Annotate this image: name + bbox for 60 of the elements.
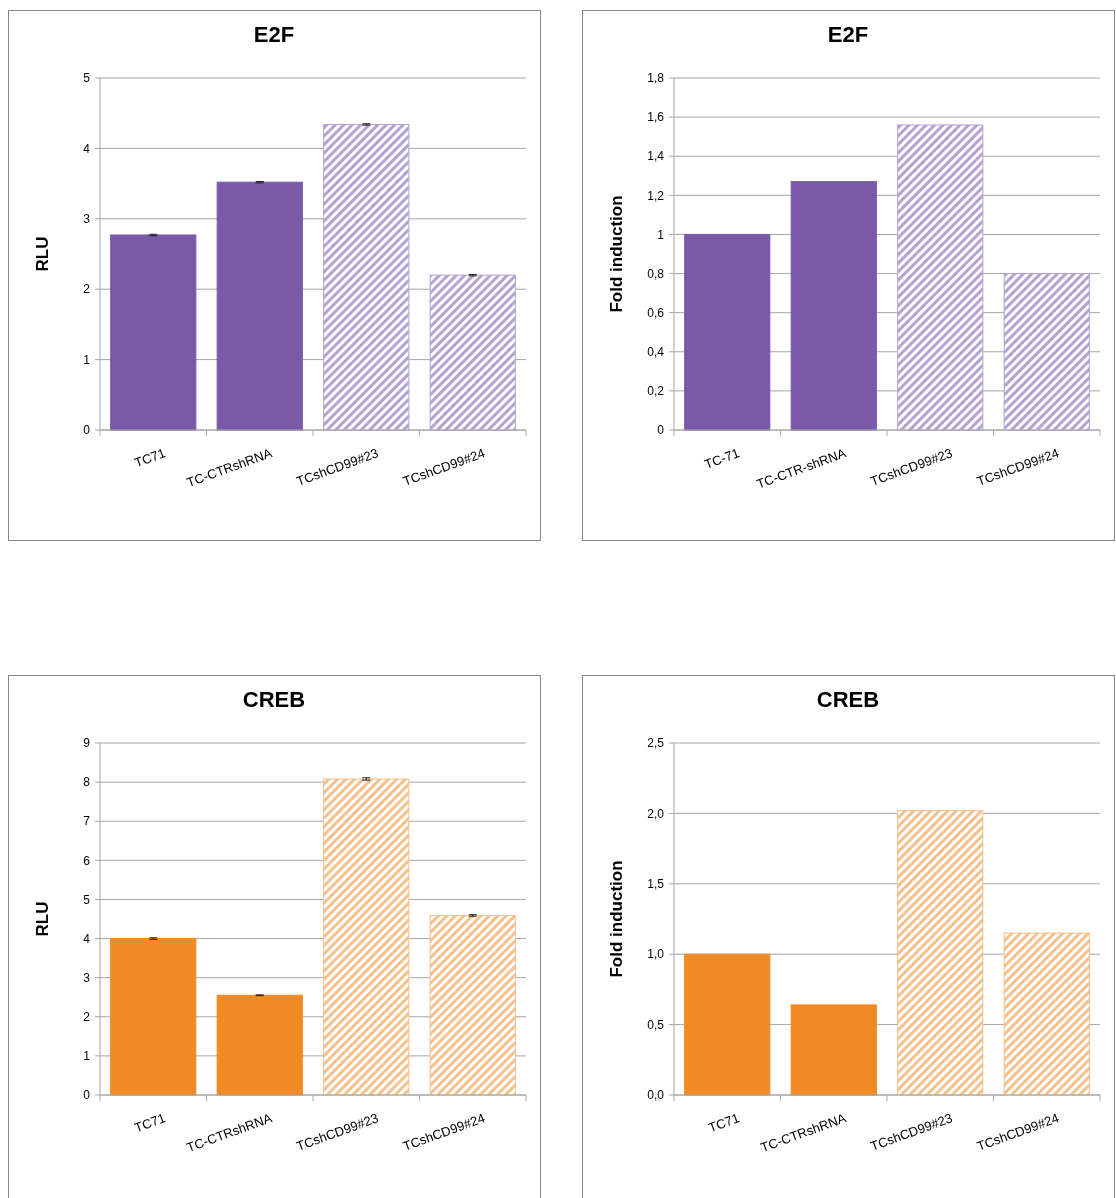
bar [216, 181, 303, 431]
bar [429, 914, 516, 1096]
bar [790, 1004, 877, 1096]
y-axis-title: Fold induction [607, 860, 626, 978]
bar [110, 234, 197, 431]
y-tick-label: 9 [83, 736, 91, 751]
y-tick-label: 2 [83, 1009, 91, 1024]
y-tick-label: 0 [83, 1088, 91, 1103]
y-tick-label: 1,2 [647, 188, 665, 203]
y-tick-label: 2 [83, 282, 91, 297]
y-tick-label: 6 [83, 853, 91, 868]
y-tick-label: 0,5 [647, 1017, 665, 1032]
y-tick-label: 1 [83, 1049, 91, 1064]
y-tick-label: 1 [83, 352, 91, 367]
y-tick-label: 0 [657, 423, 665, 438]
y-tick-label: 5 [83, 892, 91, 907]
bar [110, 938, 197, 1096]
y-tick-label: 4 [83, 931, 91, 946]
chart-title: E2F [253, 22, 295, 47]
bar [323, 778, 410, 1096]
chart-title: E2F [827, 22, 869, 47]
y-tick-label: 1,8 [647, 71, 665, 86]
y-tick-label: 4 [83, 141, 91, 156]
x-tick-label: TC71 [132, 445, 168, 471]
y-tick-label: 8 [83, 775, 91, 790]
y-tick-label: 2,5 [647, 736, 665, 751]
x-tick-label: TC71 [706, 1110, 742, 1136]
bar [790, 181, 877, 431]
y-tick-label: 0 [83, 423, 91, 438]
y-tick-label: 1,4 [647, 149, 665, 164]
chart-title: CREB [242, 687, 306, 712]
chart-title: CREB [816, 687, 880, 712]
y-tick-label: 5 [83, 71, 91, 86]
bar [429, 274, 516, 431]
y-tick-label: 2,0 [647, 806, 665, 821]
y-tick-label: 3 [83, 212, 91, 226]
y-tick-label: 3 [83, 970, 91, 985]
y-tick-label: 1,0 [647, 947, 665, 962]
bar [897, 810, 984, 1096]
y-tick-label: 0,4 [647, 344, 665, 359]
y-tick-label: 0,8 [647, 266, 665, 281]
bar [897, 124, 984, 431]
y-tick-label: 0,0 [647, 1088, 665, 1103]
y-tick-label: 1 [657, 227, 665, 242]
bar [684, 953, 771, 1096]
bar [1003, 932, 1090, 1096]
bar [323, 123, 410, 431]
y-tick-label: 7 [83, 814, 91, 829]
bar [684, 233, 771, 431]
y-tick-label: 0,6 [647, 305, 665, 320]
y-tick-label: 1,5 [647, 877, 665, 891]
y-tick-label: 0,2 [647, 384, 665, 399]
y-tick-label: 1,6 [647, 110, 665, 125]
y-axis-title: Fold induction [607, 195, 626, 313]
x-tick-label: TC71 [132, 1110, 168, 1136]
y-axis-title: RLU [33, 901, 52, 937]
bar [216, 994, 303, 1096]
bar [1003, 273, 1090, 431]
x-tick-label: TC-71 [702, 445, 742, 472]
y-axis-title: RLU [33, 236, 52, 272]
